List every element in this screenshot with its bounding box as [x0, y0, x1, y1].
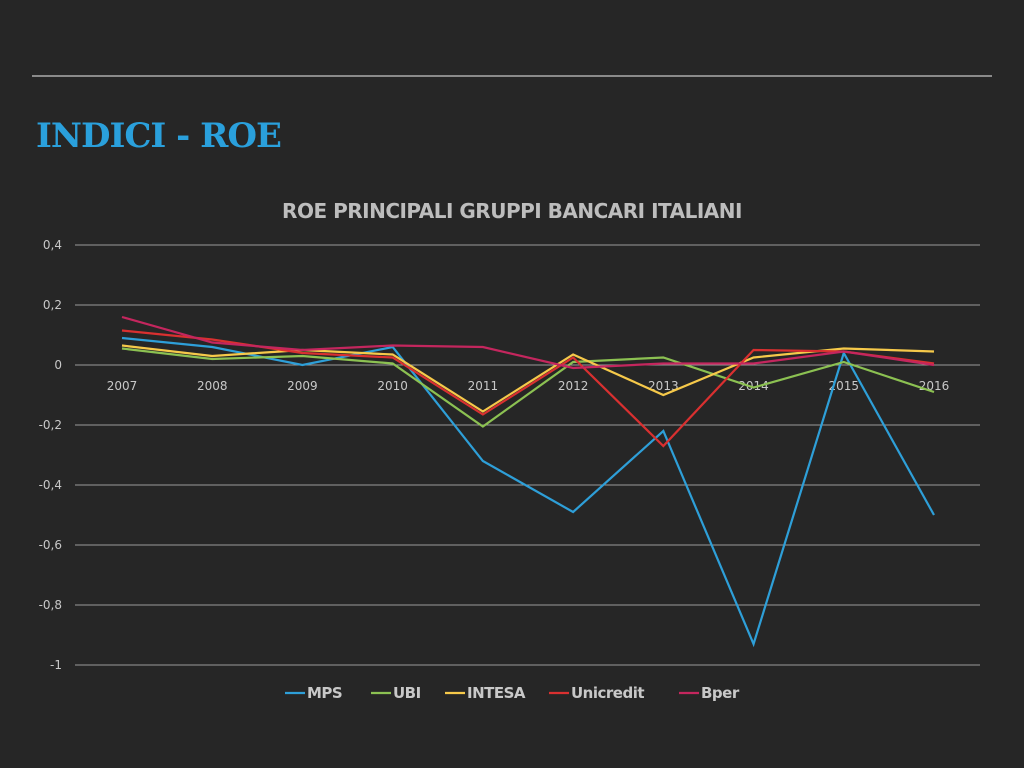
- chart-title: ROE PRINCIPALI GRUPPI BANCARI ITALIANI: [282, 199, 742, 223]
- x-tick-label: 2014: [738, 379, 769, 393]
- legend-label: INTESA: [467, 684, 526, 702]
- legend-item-intesa: INTESA: [445, 684, 526, 702]
- top-divider: [32, 75, 992, 77]
- x-tick-label: 2013: [648, 379, 679, 393]
- y-tick-label: 0: [54, 358, 62, 372]
- y-tick-label: -0,8: [39, 598, 62, 612]
- grid-lines: [75, 244, 980, 666]
- legend-label: MPS: [307, 684, 342, 702]
- legend-item-unicredit: Unicredit: [549, 684, 645, 702]
- slide-title: INDICI - ROE: [36, 116, 282, 156]
- legend-item-mps: MPS: [285, 684, 343, 702]
- legend-item-ubi: UBI: [371, 684, 421, 702]
- y-tick-label: 0,2: [43, 298, 62, 312]
- series-lines: [121, 315, 935, 648]
- series-line-unicredit: [121, 329, 935, 448]
- series-line-intesa: [121, 344, 935, 413]
- legend-label: Bper: [701, 684, 740, 702]
- x-tick-label: 2010: [377, 379, 408, 393]
- series-line-bper: [121, 315, 935, 370]
- x-tick-label: 2009: [287, 379, 318, 393]
- legend-label: Unicredit: [571, 684, 644, 702]
- x-tick-label: 2012: [558, 379, 589, 393]
- y-tick-label: -0,2: [39, 418, 62, 432]
- y-axis-ticks: 0,4 0,2 0 -0,2 -0,4 -0,6 -0,8 -1: [39, 238, 62, 672]
- y-tick-label: -0,6: [39, 538, 62, 552]
- legend-item-bper: Bper: [679, 684, 740, 702]
- series-line-mps: [121, 336, 935, 648]
- x-tick-label: 2007: [107, 379, 138, 393]
- x-tick-label: 2011: [468, 379, 499, 393]
- x-tick-label: 2015: [829, 379, 860, 393]
- y-tick-label: -0,4: [39, 478, 62, 492]
- x-axis-ticks: 2007 2008 2009 2010 2011 2012 2013 2014 2015 2016: [107, 379, 950, 393]
- legend-label: UBI: [393, 684, 421, 702]
- series-line-ubi: [121, 347, 935, 428]
- legend: MPS UBI INTESA Unicredit Bper: [285, 684, 740, 702]
- x-tick-label: 2008: [197, 379, 228, 393]
- y-tick-label: 0,4: [43, 238, 62, 252]
- y-tick-label: -1: [50, 658, 62, 672]
